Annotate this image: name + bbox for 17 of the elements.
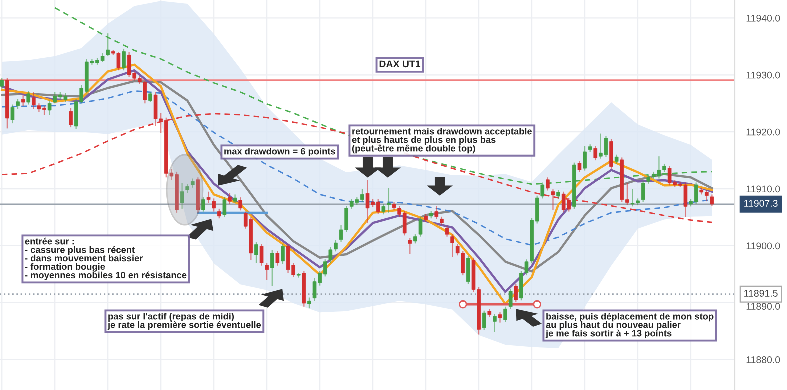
annotation: baisse, puis déplacement de mon stop au plus haut du nouveau palier je me fais sortir à + 13 points bbox=[546, 313, 714, 339]
y-tick-label: 11900.0 bbox=[746, 242, 780, 250]
annotation: pas sur l'actif (repas de midi) je rate la première sortie éventuelle bbox=[108, 313, 262, 330]
y-tick-label: 11890.0 bbox=[746, 303, 780, 310]
line-series bbox=[1, 113, 713, 224]
y-tick-label: 11880.0 bbox=[746, 356, 780, 364]
annotation: max drawdown = 6 points bbox=[224, 148, 336, 157]
line-series bbox=[54, 7, 713, 186]
annotation: entrée sur : - cassure plus bas récent - dans mouvement baissier - formation bougie - moyennes mobiles 10 en résistance bbox=[25, 238, 187, 280]
ref-line-label: 11907.3 bbox=[744, 200, 778, 208]
ref-line-label: 11891.5 bbox=[744, 290, 778, 297]
y-tick-label: 11930.0 bbox=[746, 72, 780, 79]
annotation: retournement mais drawdown acceptable et plus hauts de plus en plus bas (peut-être même double top) bbox=[352, 128, 532, 154]
y-tick-label: 11920.0 bbox=[746, 128, 780, 136]
text: DAX UT1 bbox=[380, 60, 421, 68]
y-tick-label: 11910.0 bbox=[746, 186, 780, 193]
y-tick-label: 11940.0 bbox=[746, 14, 780, 22]
